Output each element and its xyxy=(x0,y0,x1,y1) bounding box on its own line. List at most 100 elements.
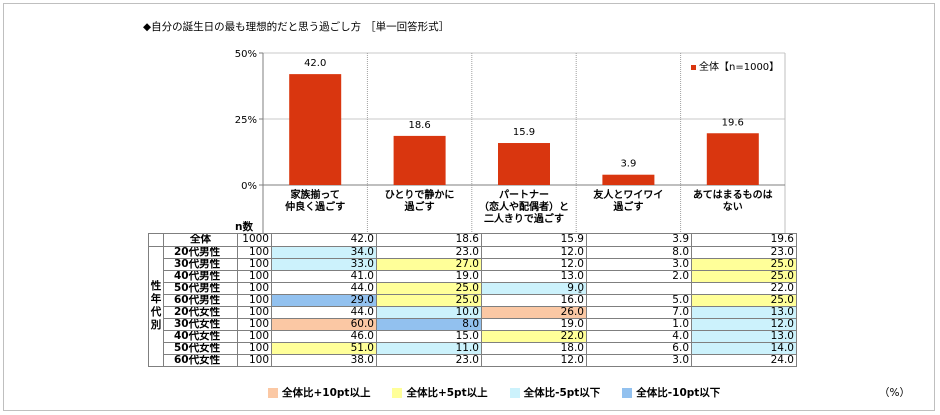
row-label: 20代男性 xyxy=(163,245,238,259)
legend-item: 全体比+10pt以上 xyxy=(268,385,370,400)
value-cell: 12.0 xyxy=(481,245,587,259)
value-cell: 5.0 xyxy=(586,293,692,307)
legend-label: 全体比-10pt以下 xyxy=(636,387,721,399)
value-cell: 51.0 xyxy=(271,341,377,355)
legend-swatch xyxy=(622,387,633,398)
value-cell: 24.0 xyxy=(691,353,797,367)
value-cell: 9.0 xyxy=(481,281,587,295)
value-cell: 11.0 xyxy=(376,341,482,355)
table-row: 60代男性 100 29.0 25.0 16.0 5.0 25.0 xyxy=(149,293,797,307)
data-table: 全体 1000 42.0 18.6 15.9 3.9 19.6 性 年 代 別 20代男性 100… xyxy=(148,233,797,367)
table-row: 40代女性 100 46.0 15.0 22.0 4.0 13.0 xyxy=(149,329,797,343)
value-cell: 15.9 xyxy=(481,233,587,247)
category-label: 家族揃って仲良く過ごす xyxy=(285,188,345,213)
n-count-cell: 1000 xyxy=(237,233,272,247)
bar xyxy=(498,143,550,185)
bar-chart: 50% 25% 0% 42.0 18.6 15.9 3.9 19.6 家族揃って仲良く過ごす ひと… xyxy=(235,49,786,233)
table-row-total: 全体 1000 42.0 18.6 15.9 3.9 19.6 xyxy=(148,233,797,247)
legend-item: 全体比-10pt以下 xyxy=(622,385,720,400)
value-cell: 3.9 xyxy=(586,233,692,247)
value-cell: 29.0 xyxy=(271,293,377,307)
row-label: 50代女性 xyxy=(163,341,238,355)
n-count-cell: 100 xyxy=(237,341,272,355)
value-cell: 33.0 xyxy=(271,257,377,271)
n-count-cell: 100 xyxy=(237,245,272,259)
value-cell: 3.0 xyxy=(586,257,692,271)
value-cell: 12.0 xyxy=(691,317,797,331)
value-cell: 16.0 xyxy=(481,293,587,307)
value-cell: 18.0 xyxy=(481,341,587,355)
value-cell: 44.0 xyxy=(271,305,377,319)
n-count-cell: 100 xyxy=(237,293,272,307)
n-count-cell: 100 xyxy=(237,269,272,283)
value-cell: 12.0 xyxy=(481,257,587,271)
row-label: 50代男性 xyxy=(163,281,238,295)
data-label: 3.9 xyxy=(620,159,636,170)
category-label: ひとりで静かに過ごす xyxy=(385,188,455,213)
data-label: 42.0 xyxy=(304,58,326,69)
value-cell: 6.0 xyxy=(586,341,692,355)
value-cell: 26.0 xyxy=(481,305,587,319)
data-label: 18.6 xyxy=(408,120,430,131)
y-tick-label: 25% xyxy=(235,115,257,126)
value-cell: 42.0 xyxy=(271,233,377,247)
unit-label: （%） xyxy=(879,387,910,399)
legend-swatch xyxy=(268,387,278,398)
bar xyxy=(602,174,655,185)
value-cell: 8.0 xyxy=(586,245,692,259)
legend-label: 全体比-5pt以下 xyxy=(523,387,601,399)
data-label: 19.6 xyxy=(722,117,744,128)
value-cell: 23.0 xyxy=(691,245,797,259)
table-row: 30代女性 100 60.0 8.0 19.0 1.0 12.0 xyxy=(149,317,797,331)
value-cell: 2.0 xyxy=(586,269,692,283)
legend-swatch xyxy=(691,65,696,70)
value-cell: 23.0 xyxy=(376,353,482,367)
value-cell: 13.0 xyxy=(691,305,797,319)
value-cell: 14.0 xyxy=(691,341,797,355)
row-label: 40代女性 xyxy=(163,329,238,343)
value-cell: 15.0 xyxy=(376,329,482,343)
value-cell: 19.0 xyxy=(481,317,587,331)
value-cell: 1.0 xyxy=(586,317,692,331)
value-cell: 13.0 xyxy=(691,329,797,343)
chart-title: ◆自分の誕生日の最も理想的だと思う過ごし方 ［単一回答形式］ xyxy=(143,19,449,34)
value-cell: 10.0 xyxy=(376,305,482,319)
legend-label: 全体比+5pt以上 xyxy=(406,387,488,399)
legend-label: 全体比+10pt以上 xyxy=(282,387,371,399)
legend-item: 全体比-5pt以下 xyxy=(509,385,601,400)
table-row: 50代男性 100 44.0 25.0 9.0 22.0 xyxy=(149,281,797,295)
value-cell: 27.0 xyxy=(376,257,482,271)
value-cell: 19.0 xyxy=(376,269,482,283)
value-cell: 12.0 xyxy=(481,353,587,367)
chart-frame xyxy=(3,3,935,411)
value-cell: 25.0 xyxy=(691,257,797,271)
value-cell: 3.0 xyxy=(586,353,692,367)
table-row: 60代女性 100 38.0 23.0 12.0 3.0 24.0 xyxy=(149,353,797,367)
value-cell: 25.0 xyxy=(691,269,797,283)
table-row: 20代女性 100 44.0 10.0 26.0 7.0 13.0 xyxy=(149,305,797,319)
value-cell: 38.0 xyxy=(271,353,377,367)
value-cell: 25.0 xyxy=(691,293,797,307)
category-label: あてはまるものはない xyxy=(693,188,773,213)
category-label: パートナー（恋人や配偶者）と二人きりで過ごす xyxy=(479,189,569,225)
row-label: 全体 xyxy=(163,233,238,247)
group-blank-cell xyxy=(148,233,164,247)
row-label: 60代女性 xyxy=(163,353,238,367)
value-cell: 22.0 xyxy=(481,329,587,343)
value-cell: 18.6 xyxy=(376,233,482,247)
table-row: 50代女性 100 51.0 11.0 18.0 6.0 14.0 xyxy=(149,341,797,355)
y-tick-label: 0% xyxy=(241,181,257,192)
value-cell: 19.6 xyxy=(691,233,797,247)
title-format: ［単一回答形式］ xyxy=(365,21,450,33)
value-cell: 25.0 xyxy=(376,293,482,307)
dash-mark: - xyxy=(578,286,582,298)
row-label: 40代男性 xyxy=(163,269,238,283)
row-label: 30代女性 xyxy=(163,317,238,331)
value-cell: 34.0 xyxy=(271,245,377,259)
n-count-header: n数 xyxy=(235,221,253,233)
y-tick-label: 50% xyxy=(235,49,257,60)
value-cell: 22.0 xyxy=(691,281,797,295)
title-text: ◆自分の誕生日の最も理想的だと思う過ごし方 xyxy=(143,21,362,33)
value-cell: 23.0 xyxy=(376,245,482,259)
value-cell: 44.0 xyxy=(271,281,377,295)
